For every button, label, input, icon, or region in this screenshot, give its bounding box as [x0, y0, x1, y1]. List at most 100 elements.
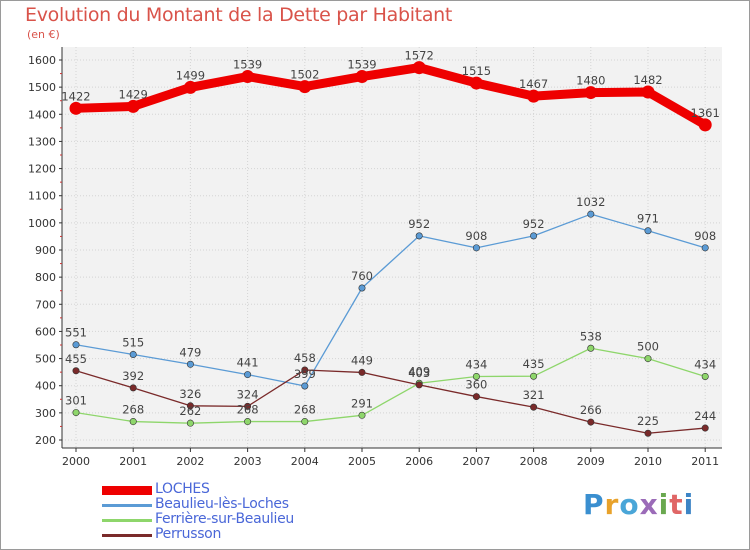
series-line-3	[75, 369, 706, 434]
chart-subtitle: (en €)	[27, 28, 60, 41]
legend-label: Ferrière-sur-Beaulieu	[155, 511, 294, 527]
plot-area	[62, 47, 722, 448]
x-tick-label: 2006	[405, 455, 433, 468]
data-label: 1480	[576, 74, 605, 88]
data-point	[587, 344, 595, 352]
data-label: 1361	[691, 106, 720, 120]
data-label: 268	[122, 403, 144, 417]
x-tick-label: 2005	[348, 455, 376, 468]
data-point	[358, 368, 366, 376]
data-point	[301, 418, 309, 426]
y-tick-label: 1100	[28, 190, 56, 203]
data-label: 1539	[347, 58, 376, 72]
y-tick-label: 1200	[28, 163, 56, 176]
series-line-1	[75, 213, 706, 387]
data-point	[587, 210, 595, 218]
data-point	[472, 244, 480, 252]
y-tick-label: 500	[35, 353, 56, 366]
y-tick-label: 400	[35, 380, 56, 393]
y-tick-label: 300	[35, 407, 56, 420]
data-label: 321	[523, 388, 545, 402]
data-label: 1032	[576, 195, 605, 209]
logo-letter: r	[604, 488, 620, 521]
y-tick-label: 1500	[28, 81, 56, 94]
data-point	[301, 382, 309, 390]
series-line-0	[71, 63, 710, 130]
data-label: 434	[465, 357, 487, 371]
y-tick-label: 1400	[28, 108, 56, 121]
data-point	[644, 355, 652, 363]
data-point	[355, 70, 369, 84]
chart-title: Evolution du Montant de la Dette par Hab…	[25, 4, 453, 26]
data-label: 971	[637, 212, 659, 226]
data-label: 244	[694, 409, 716, 423]
y-tick-label: 900	[35, 244, 56, 257]
data-point	[530, 372, 538, 380]
x-tick-label: 2008	[520, 455, 548, 468]
data-label: 908	[465, 229, 487, 243]
data-label: 1515	[462, 64, 491, 78]
data-point	[644, 429, 652, 437]
data-label: 479	[179, 345, 201, 359]
legend-label: Beaulieu-lès-Loches	[155, 496, 289, 512]
data-point	[298, 80, 312, 94]
data-point	[641, 85, 655, 99]
data-point	[72, 409, 80, 417]
data-point	[530, 232, 538, 240]
data-point	[301, 366, 309, 374]
data-label: 1539	[233, 58, 262, 72]
data-label: 435	[523, 357, 545, 371]
y-tick-label: 1000	[28, 217, 56, 230]
data-point	[69, 101, 83, 115]
legend-swatch	[102, 533, 152, 537]
data-label: 326	[179, 387, 201, 401]
y-tick-label: 200	[35, 434, 56, 447]
legend-label: LOCHES	[155, 481, 210, 497]
data-label: 551	[65, 326, 87, 340]
data-label: 266	[580, 403, 602, 417]
data-point	[129, 350, 137, 358]
logo-letter: x	[639, 488, 659, 521]
data-point	[415, 232, 423, 240]
data-label: 1467	[519, 77, 548, 91]
data-label: 360	[465, 378, 487, 392]
legend-swatch	[102, 518, 152, 522]
data-point	[186, 402, 194, 410]
data-label: 262	[179, 404, 201, 418]
data-label: 1502	[290, 68, 319, 82]
data-point	[72, 367, 80, 375]
legend-swatch	[102, 485, 152, 495]
data-label: 392	[122, 369, 144, 383]
data-label: 455	[65, 352, 87, 366]
data-point	[701, 372, 709, 380]
logo-letter: P	[583, 488, 605, 521]
data-point	[244, 371, 252, 379]
data-point	[126, 99, 140, 113]
data-label: 1572	[405, 49, 434, 63]
data-label: 268	[294, 403, 316, 417]
data-point	[469, 76, 483, 90]
data-label: 515	[122, 336, 144, 350]
y-tick-label: 700	[35, 298, 56, 311]
data-point	[186, 360, 194, 368]
x-tick-label: 2000	[62, 455, 90, 468]
data-label: 268	[237, 403, 259, 417]
data-label: 908	[694, 229, 716, 243]
data-point	[183, 80, 197, 94]
logo-letter: i	[658, 488, 670, 521]
data-point	[72, 341, 80, 349]
x-tick-label: 2001	[119, 455, 147, 468]
data-point	[472, 393, 480, 401]
data-point	[358, 411, 366, 419]
data-label: 538	[580, 329, 602, 343]
data-label: 441	[237, 356, 259, 370]
logo-letter: o	[619, 488, 640, 521]
series-line-2	[75, 347, 706, 424]
data-label: 458	[294, 351, 316, 365]
x-tick-label: 2002	[176, 455, 204, 468]
data-label: 1422	[61, 89, 90, 103]
data-point	[129, 418, 137, 426]
y-tick-label: 800	[35, 271, 56, 284]
data-point	[584, 86, 598, 100]
data-label: 399	[294, 367, 316, 381]
